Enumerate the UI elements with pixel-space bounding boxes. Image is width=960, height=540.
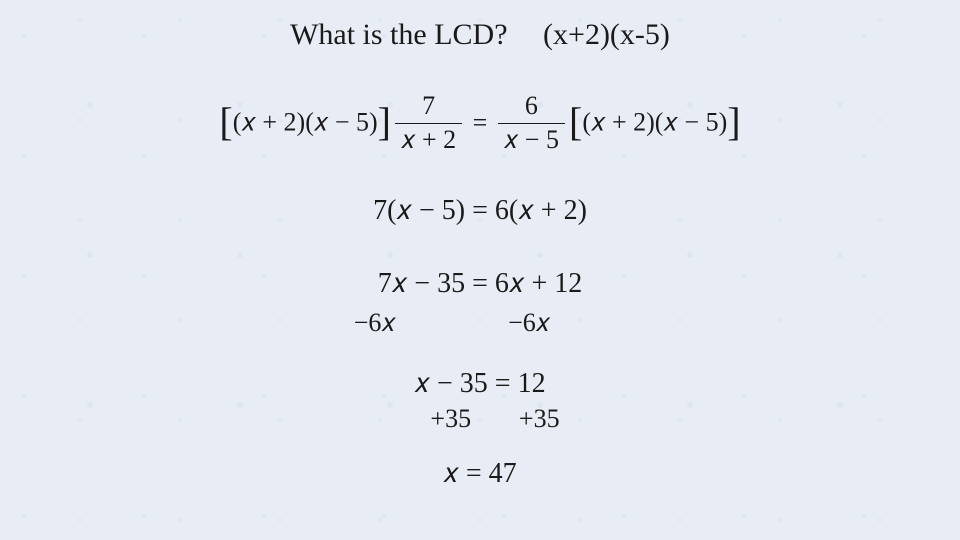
fraction-2: 6𝑥 − 5 [498,92,565,154]
left-bracket-open: [ [219,99,232,144]
left-factor: (𝑥 + 2)(𝑥 − 5) [233,108,378,137]
fraction-2-den: 𝑥 − 5 [498,124,565,155]
step3-subtract-left: −6𝑥 [354,308,396,339]
equation-step-4: 𝑥 − 35 = 12 +35 +35 [0,368,960,400]
step4-main: 𝑥 − 35 = 12 [414,368,545,399]
equation-step-1: [(𝑥 + 2)(𝑥 − 5)]7𝑥 + 2 = 6𝑥 − 5[(𝑥 + 2)(… [0,92,960,154]
title-row: What is the LCD? (x+2)(x-5) [0,18,960,52]
left-bracket-close: ] [378,99,391,144]
fraction-1-den: 𝑥 + 2 [395,124,462,155]
equals-sign: = [473,108,488,137]
fraction-1: 7𝑥 + 2 [395,92,462,154]
lcd-answer: (x+2)(x-5) [543,18,670,52]
equation-step-2: 7(𝑥 − 5) = 6(𝑥 + 2) [0,195,960,227]
fraction-1-num: 7 [395,92,462,124]
equation-step-3: 7𝑥 − 35 = 6𝑥 + 12 −6𝑥 −6𝑥 [0,268,960,300]
step4-add-right: +35 [519,404,560,434]
math-worksheet: What is the LCD? (x+2)(x-5) [(𝑥 + 2)(𝑥 −… [0,0,960,540]
step4-add-left: +35 [430,404,471,434]
step3-subtract-right: −6𝑥 [508,308,550,339]
right-bracket-close: ] [727,99,740,144]
fraction-2-num: 6 [498,92,565,124]
right-factor: (𝑥 + 2)(𝑥 − 5) [582,108,727,137]
right-bracket-open: [ [569,99,582,144]
lcd-question: What is the LCD? [290,18,507,52]
step3-main: 7𝑥 − 35 = 6𝑥 + 12 [378,268,583,299]
equation-result: 𝑥 = 47 [0,458,960,490]
